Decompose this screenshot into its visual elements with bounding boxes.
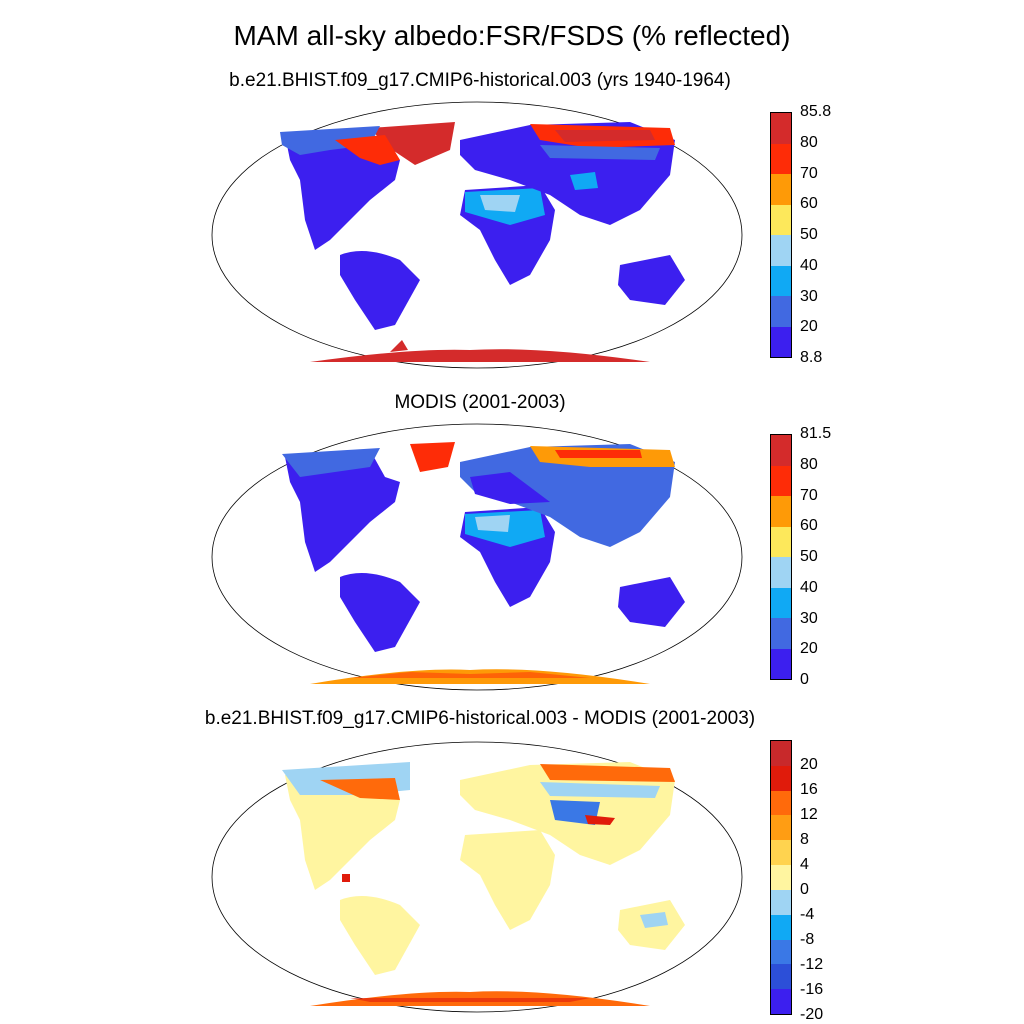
colorbar-tick-label: 40 — [800, 578, 818, 596]
colorbar-segment — [771, 496, 791, 527]
colorbar-tick-label: -16 — [800, 981, 824, 998]
colorbar-tick-label: 85.8 — [800, 103, 832, 120]
colorbar-segment — [771, 840, 791, 866]
colorbar-tick-label: 60 — [800, 195, 818, 213]
colorbar-segment — [771, 557, 791, 588]
colorbar-segment — [771, 296, 791, 327]
panel-3-subtitle: b.e21.BHIST.f09_g17.CMIP6-historical.003… — [204, 708, 756, 729]
colorbar-tick-label: 16 — [800, 781, 818, 798]
colorbar-tick-label: 0 — [800, 671, 809, 688]
colorbar-tick-label: 30 — [800, 287, 818, 305]
panel-3-colorbar — [770, 740, 792, 1015]
colorbar-segment — [771, 204, 791, 235]
colorbar-tick-label: 70 — [800, 486, 818, 504]
colorbar-segment — [771, 465, 791, 496]
colorbar-segment — [771, 235, 791, 266]
colorbar-segment — [771, 326, 791, 357]
colorbar-tick-label: 20 — [800, 640, 818, 658]
panel-2-subtitle: MODIS (2001-2003) — [394, 392, 566, 413]
colorbar-tick-label: 20 — [800, 756, 818, 773]
colorbar-tick-label: -8 — [800, 931, 815, 948]
colorbar-tick-label: 50 — [800, 226, 818, 243]
colorbar-segment — [771, 865, 791, 890]
colorbar-tick-label: -12 — [800, 956, 824, 973]
colorbar-segment — [771, 964, 791, 990]
panel-2-colorbar — [770, 434, 792, 680]
panel-1-colorbar — [770, 112, 792, 358]
colorbar-tick-label: 8.8 — [800, 349, 823, 366]
colorbar-segment — [771, 113, 791, 144]
colorbar-segment — [771, 889, 791, 915]
colorbar-segment — [771, 741, 791, 766]
colorbar-tick-label: 60 — [800, 517, 818, 535]
colorbar-tick-label: 40 — [800, 256, 818, 274]
colorbar-segment — [771, 815, 791, 841]
colorbar-segment — [771, 914, 791, 940]
panel-2-map-svg — [211, 423, 743, 691]
colorbar-tick-label: -4 — [800, 906, 815, 923]
colorbar-segment — [771, 989, 791, 1014]
colorbar-tick-label: 80 — [800, 133, 818, 151]
colorbar-tick-label: 12 — [800, 806, 818, 823]
colorbar-tick-label: 80 — [800, 455, 818, 473]
colorbar-tick-label: 70 — [800, 164, 818, 182]
colorbar-segment — [771, 618, 791, 649]
panel-1-map — [210, 100, 745, 370]
panel-3-map-svg — [211, 741, 743, 1013]
colorbar-segment — [771, 143, 791, 174]
colorbar-segment — [771, 174, 791, 205]
colorbar-tick-label: 50 — [800, 548, 818, 565]
colorbar-segment — [771, 587, 791, 618]
colorbar-segment — [771, 939, 791, 965]
panel-1-subtitle: b.e21.BHIST.f09_g17.CMIP6-historical.003… — [229, 70, 731, 91]
colorbar-tick-label: 81.5 — [800, 425, 832, 442]
colorbar-tick-label: 20 — [800, 318, 818, 336]
colorbar-segment — [771, 648, 791, 679]
colorbar-segment — [771, 765, 791, 791]
colorbar-segment — [771, 265, 791, 296]
colorbar-segment — [771, 526, 791, 557]
panel-2-map — [210, 422, 745, 692]
colorbar-tick-label: -20 — [800, 1006, 824, 1023]
panel-3-map — [210, 740, 745, 1015]
panel-1-map-svg — [211, 101, 743, 369]
colorbar-tick-label: 4 — [800, 856, 809, 873]
colorbar-tick-label: 8 — [800, 831, 809, 848]
colorbar-tick-label: 30 — [800, 609, 818, 627]
colorbar-segment — [771, 435, 791, 466]
figure-title: MAM all-sky albedo:FSR/FSDS (% reflected… — [233, 20, 791, 51]
colorbar-segment — [771, 790, 791, 816]
colorbar-tick-label: 0 — [800, 881, 809, 898]
